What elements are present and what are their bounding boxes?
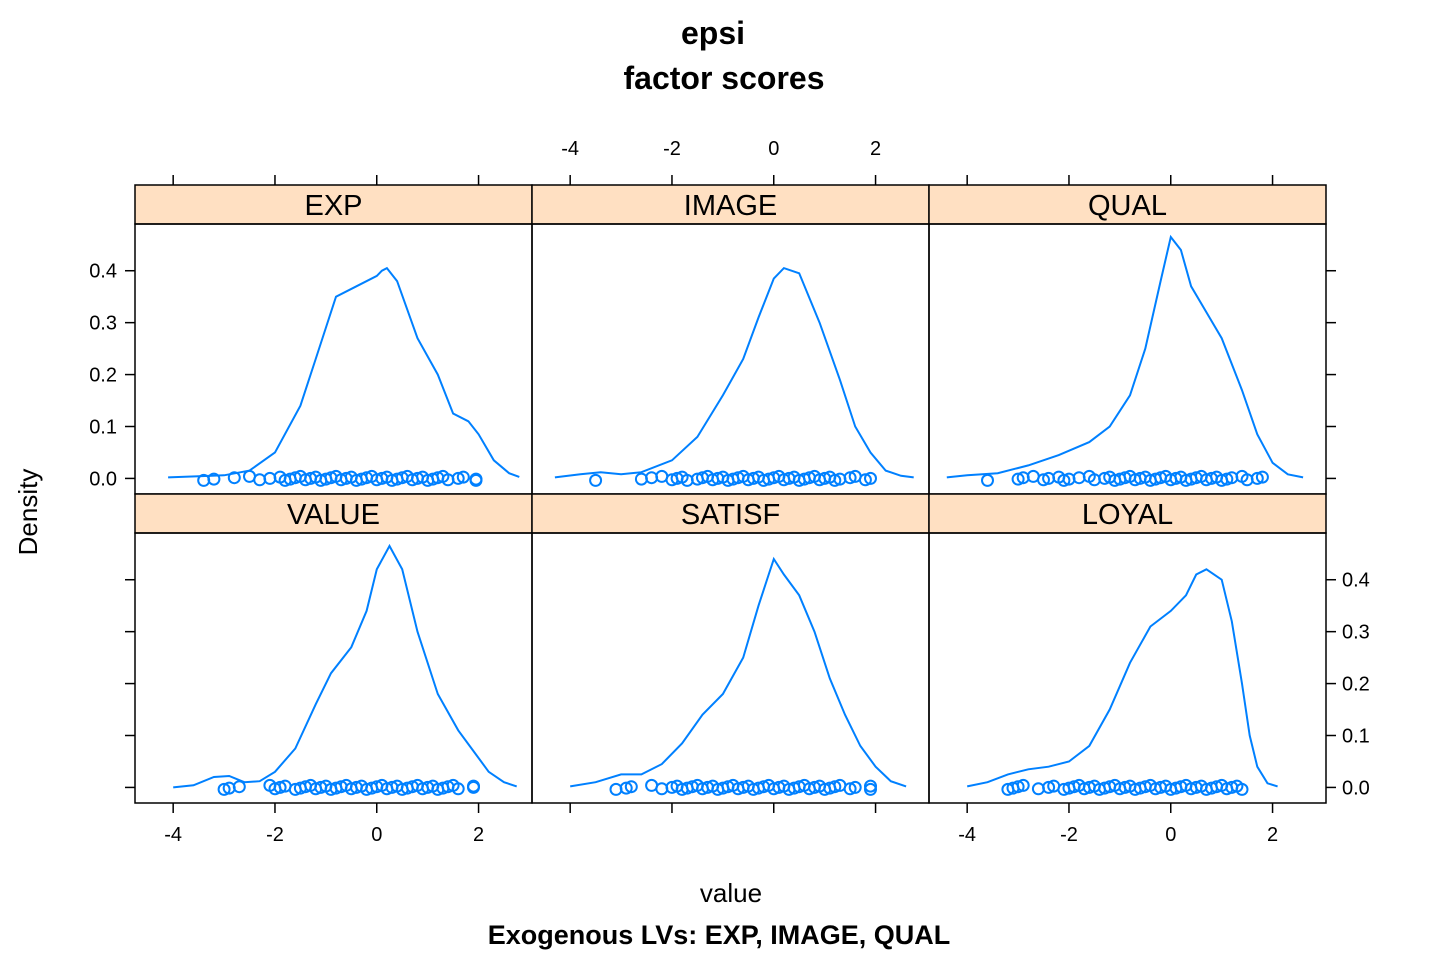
panel-image: IMAGE -4 -2 0 2 xyxy=(531,138,930,495)
strip-label-satisf: SATISF xyxy=(681,499,780,531)
strip-label-exp: EXP xyxy=(304,190,362,222)
y-tick-label: 0.1 xyxy=(1342,726,1370,748)
density-curve-satisf xyxy=(570,556,907,788)
data-point xyxy=(1250,471,1264,485)
data-point xyxy=(858,473,872,487)
panel-frame-satisf xyxy=(531,532,930,804)
density-curve-exp xyxy=(168,266,520,479)
strip-label-value: VALUE xyxy=(287,499,380,531)
panel-qual: QUAL xyxy=(928,175,1336,495)
chart-caption: Exogenous LVs: EXP, IMAGE, QUAL xyxy=(488,920,951,950)
data-point xyxy=(828,473,842,487)
data-point xyxy=(217,782,231,796)
y-axis-label: Density xyxy=(13,469,43,556)
data-point xyxy=(1037,473,1050,487)
data-point xyxy=(469,472,483,486)
x-axis-label: value xyxy=(700,878,762,908)
panel-frame-qual xyxy=(928,223,1327,495)
x-tick-label: -4 xyxy=(561,138,579,160)
panel-loyal: LOYAL -4 -2 0 2 0.0 0.1 0.2 0.3 0.4 xyxy=(928,493,1370,846)
y-tick-label: 0.0 xyxy=(89,468,117,490)
chart-subtitle: factor scores xyxy=(624,60,825,96)
data-point xyxy=(451,471,465,485)
panel-satisf: SATISF xyxy=(531,493,930,813)
data-point xyxy=(655,782,669,796)
x-tick-label: 0 xyxy=(371,824,382,846)
data-point xyxy=(1042,780,1056,794)
y-tick-label: 0.3 xyxy=(89,313,117,335)
data-point xyxy=(1011,780,1025,794)
data-point xyxy=(273,780,287,794)
data-point xyxy=(1031,782,1045,796)
strip-satisf xyxy=(531,493,930,534)
x-tick-label: -4 xyxy=(164,824,182,846)
data-point xyxy=(864,782,877,796)
data-point xyxy=(1011,472,1025,486)
data-point xyxy=(1057,473,1071,487)
x-tick-label: 0 xyxy=(768,138,779,160)
strip-label-loyal: LOYAL xyxy=(1082,499,1173,531)
data-point xyxy=(227,471,241,485)
density-curve-value xyxy=(173,543,518,789)
strip-loyal xyxy=(928,493,1327,534)
data-point xyxy=(624,780,638,794)
data-point xyxy=(456,470,470,484)
data-point xyxy=(848,780,862,794)
y-tick-label: 0.1 xyxy=(89,417,117,439)
x-tick-label: 2 xyxy=(473,824,484,846)
data-point xyxy=(619,781,633,795)
x-tick-label: 0 xyxy=(1165,824,1176,846)
panel-exp: EXP 0.0 0.1 0.2 0.3 0.4 xyxy=(89,175,533,495)
strip-label-image: IMAGE xyxy=(684,190,777,222)
data-point xyxy=(843,471,857,485)
panel-value: VALUE -4 -2 0 2 xyxy=(125,493,533,846)
panel-frame-exp xyxy=(134,223,533,495)
data-point xyxy=(864,471,877,485)
x-tick-label: -2 xyxy=(266,824,284,846)
data-point xyxy=(253,473,267,487)
x-tick-label: 2 xyxy=(1267,824,1278,846)
strip-label-qual: QUAL xyxy=(1088,190,1167,222)
data-point xyxy=(1016,778,1030,792)
data-point xyxy=(981,473,994,487)
panel-frame-image xyxy=(531,223,930,495)
panel-frame-loyal xyxy=(928,532,1327,804)
data-point xyxy=(843,782,857,796)
data-point xyxy=(634,472,648,486)
data-point xyxy=(1235,782,1249,796)
data-point xyxy=(589,473,603,487)
strip-qual xyxy=(928,184,1327,225)
density-curve-image xyxy=(554,266,914,479)
x-tick-label: -2 xyxy=(663,138,681,160)
chart-title: epsi xyxy=(681,15,745,51)
data-point xyxy=(1255,470,1269,484)
strip-exp xyxy=(134,184,533,225)
data-point xyxy=(828,780,842,794)
panels-layer: EXP 0.0 0.1 0.2 0.3 0.4 IMAGE -4 -2 0 2 QUAL VALUE -4… xyxy=(89,138,1370,846)
data-point xyxy=(451,782,465,796)
strip-image xyxy=(531,184,930,225)
x-tick-label: -2 xyxy=(1060,824,1078,846)
data-point xyxy=(207,472,221,486)
y-tick-label: 0.4 xyxy=(89,261,117,283)
y-tick-label: 0.2 xyxy=(1342,674,1370,696)
density-curve-qual xyxy=(946,234,1304,479)
y-tick-label: 0.2 xyxy=(89,365,117,387)
y-tick-label: 0.0 xyxy=(1342,777,1370,799)
panel-frame-value xyxy=(134,532,533,804)
data-point xyxy=(467,779,480,793)
x-tick-label: 2 xyxy=(870,138,881,160)
y-tick-label: 0.4 xyxy=(1342,570,1370,592)
density-curve-loyal xyxy=(966,568,1278,788)
data-point xyxy=(232,780,246,794)
y-tick-label: 0.3 xyxy=(1342,622,1370,644)
x-tick-label: -4 xyxy=(958,824,976,846)
